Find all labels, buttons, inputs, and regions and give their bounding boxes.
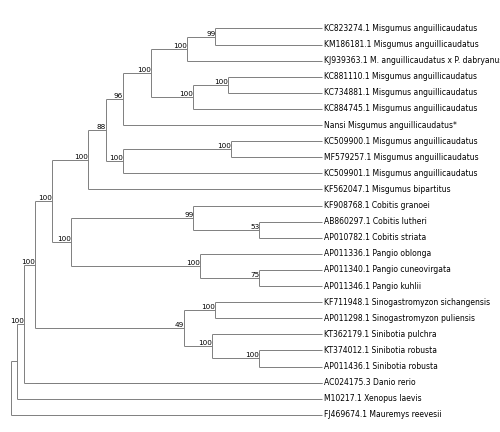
Text: AP011346.1 Pangio kuhlii: AP011346.1 Pangio kuhlii <box>324 282 421 291</box>
Text: MF579257.1 Misgumus anguillicaudatus: MF579257.1 Misgumus anguillicaudatus <box>324 153 478 162</box>
Text: 49: 49 <box>175 322 184 328</box>
Text: KC884745.1 Misgumus anguillicaudatus: KC884745.1 Misgumus anguillicaudatus <box>324 105 477 114</box>
Text: 99: 99 <box>206 31 216 37</box>
Text: AP011298.1 Sinogastromyzon puliensis: AP011298.1 Sinogastromyzon puliensis <box>324 314 475 323</box>
Text: 100: 100 <box>174 43 187 48</box>
Text: 99: 99 <box>184 212 194 218</box>
Text: 53: 53 <box>250 224 260 230</box>
Text: KT374012.1 Sinibotia robusta: KT374012.1 Sinibotia robusta <box>324 346 437 355</box>
Text: FJ469674.1 Mauremys reevesii: FJ469674.1 Mauremys reevesii <box>324 410 442 419</box>
Text: KC734881.1 Misgumus anguillicaudatus: KC734881.1 Misgumus anguillicaudatus <box>324 89 477 97</box>
Text: KC509900.1 Misgumus anguillicaudatus: KC509900.1 Misgumus anguillicaudatus <box>324 137 478 146</box>
Text: 100: 100 <box>109 155 123 161</box>
Text: 100: 100 <box>57 236 71 242</box>
Text: AP011340.1 Pangio cuneovirgata: AP011340.1 Pangio cuneovirgata <box>324 265 450 274</box>
Text: AB860297.1 Cobitis lutheri: AB860297.1 Cobitis lutheri <box>324 217 426 226</box>
Text: 100: 100 <box>186 260 200 266</box>
Text: KC509901.1 Misgumus anguillicaudatus: KC509901.1 Misgumus anguillicaudatus <box>324 169 478 178</box>
Text: 100: 100 <box>202 304 215 310</box>
Text: 100: 100 <box>198 340 212 346</box>
Text: 100: 100 <box>214 79 228 85</box>
Text: 75: 75 <box>250 272 260 278</box>
Text: 100: 100 <box>38 195 52 201</box>
Text: 100: 100 <box>74 154 88 160</box>
Text: KF711948.1 Sinogastromyzon sichangensis: KF711948.1 Sinogastromyzon sichangensis <box>324 298 490 307</box>
Text: KF908768.1 Cobitis granoei: KF908768.1 Cobitis granoei <box>324 201 430 210</box>
Text: KT362179.1 Sinibotia pulchra: KT362179.1 Sinibotia pulchra <box>324 330 436 339</box>
Text: Nansi Misgumus anguillicaudatus*: Nansi Misgumus anguillicaudatus* <box>324 121 456 130</box>
Text: AP010782.1 Cobitis striata: AP010782.1 Cobitis striata <box>324 233 426 242</box>
Text: 100: 100 <box>10 318 24 324</box>
Text: AP011436.1 Sinibotia robusta: AP011436.1 Sinibotia robusta <box>324 362 438 371</box>
Text: 100: 100 <box>218 143 231 149</box>
Text: 100: 100 <box>21 258 35 264</box>
Text: 100: 100 <box>246 353 260 359</box>
Text: KM186181.1 Misgumus anguillicaudatus: KM186181.1 Misgumus anguillicaudatus <box>324 40 478 49</box>
Text: KJ939363.1 M. anguillicaudatus x P. dabryanus: KJ939363.1 M. anguillicaudatus x P. dabr… <box>324 56 500 65</box>
Text: AP011336.1 Pangio oblonga: AP011336.1 Pangio oblonga <box>324 249 431 258</box>
Text: 88: 88 <box>96 124 106 130</box>
Text: 100: 100 <box>180 91 194 97</box>
Text: KC881110.1 Misgumus anguillicaudatus: KC881110.1 Misgumus anguillicaudatus <box>324 72 477 81</box>
Text: M10217.1 Xenopus laevis: M10217.1 Xenopus laevis <box>324 394 422 403</box>
Text: KF562047.1 Misgumus bipartitus: KF562047.1 Misgumus bipartitus <box>324 185 450 194</box>
Text: 96: 96 <box>114 93 123 99</box>
Text: KC823274.1 Misgumus anguillicaudatus: KC823274.1 Misgumus anguillicaudatus <box>324 24 477 33</box>
Text: 100: 100 <box>137 67 151 73</box>
Text: AC024175.3 Danio rerio: AC024175.3 Danio rerio <box>324 378 416 387</box>
